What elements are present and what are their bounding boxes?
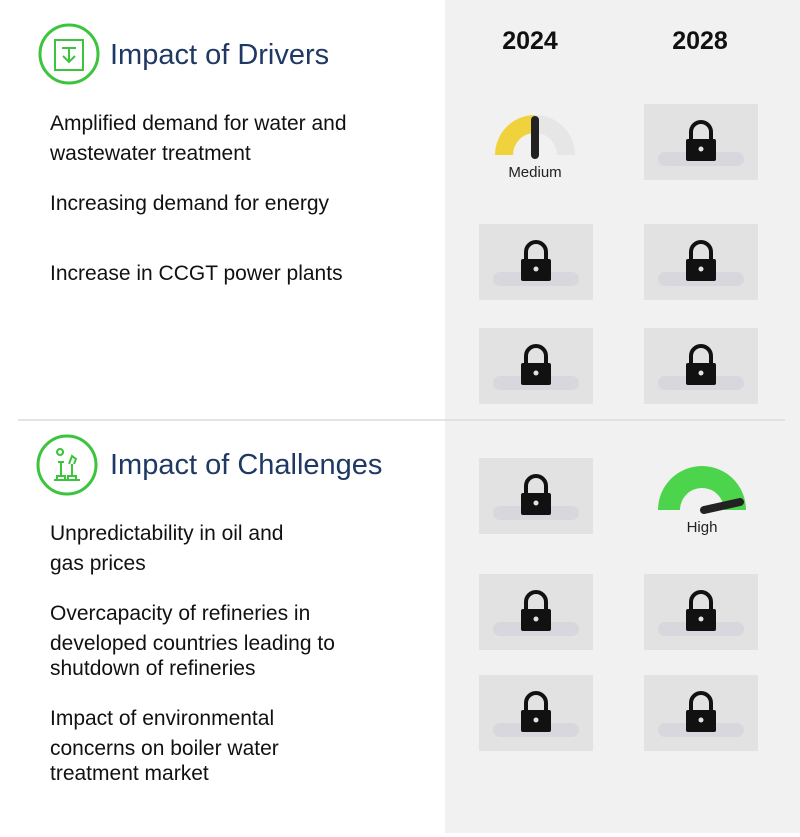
item-text: gas prices [50, 552, 146, 575]
item-text: Impact of environmental [50, 707, 274, 730]
item-text: developed countries leading to [50, 632, 335, 655]
item-text: Amplified demand for water and [50, 112, 347, 135]
gauge-medium [495, 115, 575, 159]
locked-cell [479, 675, 593, 751]
drivers-icon [38, 23, 100, 85]
item-text: Unpredictability in oil and [50, 522, 283, 545]
locked-cell [479, 574, 593, 650]
item-text: Increasing demand for energy [50, 192, 329, 215]
locked-cell [644, 104, 758, 180]
section-title: Impact of Challenges [110, 449, 382, 481]
gauge-label: Medium [508, 164, 561, 181]
section-title: Impact of Drivers [110, 39, 329, 71]
item-text: concerns on boiler water [50, 737, 279, 760]
locked-cell [644, 574, 758, 650]
locked-cell [644, 675, 758, 751]
locked-cell [479, 328, 593, 404]
column-header: 2024 [502, 27, 558, 55]
item-text: shutdown of refineries [50, 657, 255, 680]
item-text: wastewater treatment [49, 142, 251, 165]
gauge-high [658, 466, 746, 514]
challenges-icon [36, 434, 98, 496]
column-header: 2028 [672, 27, 728, 55]
locked-cell [479, 458, 593, 534]
item-text: treatment market [50, 762, 209, 785]
locked-cell [644, 224, 758, 300]
item-text: Increase in CCGT power plants [50, 262, 343, 285]
locked-cell [644, 328, 758, 404]
item-text: Overcapacity of refineries in [50, 602, 310, 625]
locked-cell [479, 224, 593, 300]
gauge-label: High [687, 519, 718, 536]
